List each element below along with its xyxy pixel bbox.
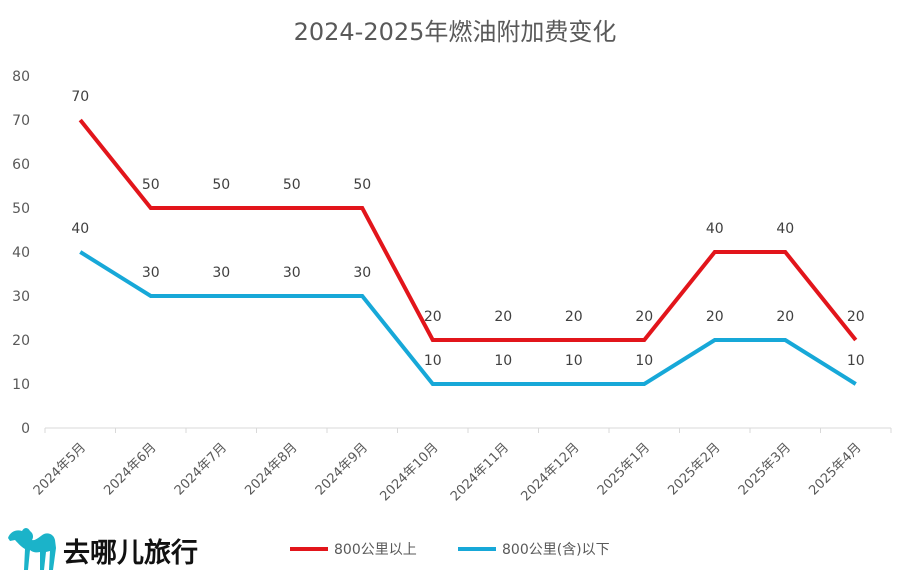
- legend: 800公里以上 800公里(含)以下: [290, 542, 610, 558]
- y-tick-label: 30: [12, 289, 30, 305]
- data-label: 10: [635, 353, 653, 369]
- data-label: 40: [776, 221, 794, 237]
- data-label: 30: [212, 265, 230, 281]
- y-tick-label: 10: [12, 377, 30, 393]
- data-label: 20: [635, 309, 653, 325]
- chart-title: 2024-2025年燃油附加费变化: [294, 18, 617, 46]
- data-labels: 70 50 50 50 50 20 20 20 20 40 40 20 40 30 30 30 30 10 10 10…: [71, 89, 864, 369]
- y-tick-label: 0: [21, 421, 30, 437]
- camel-icon: [8, 528, 56, 570]
- y-tick-label: 60: [12, 157, 30, 173]
- x-tick-label: 2024年9月: [313, 440, 371, 498]
- data-label: 40: [706, 221, 724, 237]
- data-label: 20: [776, 309, 794, 325]
- legend-label: 800公里(含)以下: [502, 542, 610, 558]
- x-tick-label: 2024年10月: [377, 440, 441, 504]
- data-label: 20: [706, 309, 724, 325]
- data-label: 30: [142, 265, 160, 281]
- series-lines: [78, 118, 858, 386]
- y-tick-label: 20: [12, 333, 30, 349]
- y-tick-label: 70: [12, 113, 30, 129]
- data-label: 30: [353, 265, 371, 281]
- legend-label: 800公里以上: [334, 542, 417, 558]
- data-label: 10: [847, 353, 865, 369]
- data-label: 50: [212, 177, 230, 193]
- data-label: 50: [283, 177, 301, 193]
- x-axis-ticks: 2024年5月 2024年6月 2024年7月 2024年8月 2024年9月 2024年…: [31, 440, 865, 504]
- data-label: 30: [283, 265, 301, 281]
- data-label: 20: [565, 309, 583, 325]
- y-tick-label: 50: [12, 201, 30, 217]
- series-line-800km-below: [79, 250, 857, 386]
- data-label: 10: [565, 353, 583, 369]
- data-label: 10: [494, 353, 512, 369]
- brand-logo: 去哪儿旅行: [8, 528, 198, 570]
- x-tick-label: 2024年12月: [518, 440, 582, 504]
- y-tick-label: 40: [12, 245, 30, 261]
- data-label: 20: [494, 309, 512, 325]
- x-tick-label: 2025年1月: [595, 440, 653, 498]
- data-label: 20: [847, 309, 865, 325]
- data-label: 50: [353, 177, 371, 193]
- x-tick-label: 2025年4月: [806, 440, 864, 498]
- x-tick-label: 2024年7月: [172, 440, 230, 498]
- y-tick-label: 80: [12, 69, 30, 85]
- data-label: 50: [142, 177, 160, 193]
- x-tick-label: 2025年2月: [665, 440, 723, 498]
- data-label: 20: [424, 309, 442, 325]
- x-tick-label: 2024年6月: [101, 440, 159, 498]
- data-label: 40: [71, 221, 89, 237]
- x-tick-label: 2024年5月: [31, 440, 89, 498]
- y-axis-ticks: 0 10 20 30 40 50 60 70 80: [12, 69, 30, 437]
- series-line-800km-above: [78, 118, 858, 342]
- data-label: 70: [71, 89, 89, 105]
- x-tick-label: 2024年8月: [242, 440, 300, 498]
- data-label: 10: [424, 353, 442, 369]
- axes: [44, 427, 892, 433]
- brand-name: 去哪儿旅行: [63, 537, 198, 569]
- x-tick-label: 2025年3月: [736, 440, 794, 498]
- x-tick-label: 2024年11月: [448, 440, 512, 504]
